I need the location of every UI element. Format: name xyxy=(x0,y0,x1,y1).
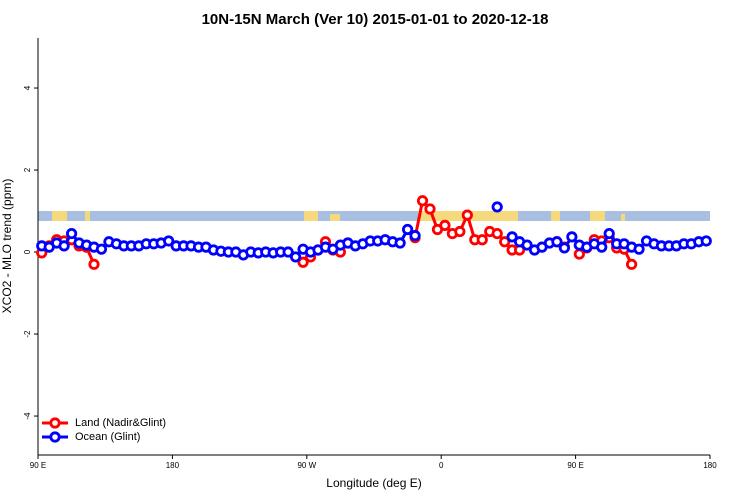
land-patch xyxy=(330,214,340,221)
data-point xyxy=(491,201,503,213)
data-point xyxy=(88,258,100,270)
ocean-strip xyxy=(38,211,710,221)
data-point xyxy=(476,234,488,246)
x-tick-label: 180 xyxy=(166,461,180,470)
land-patch xyxy=(621,214,625,221)
data-point xyxy=(409,230,421,242)
data-point xyxy=(596,241,608,253)
data-point xyxy=(506,231,518,243)
land-patch xyxy=(551,211,560,221)
x-tick-label: 90 E xyxy=(30,461,46,470)
legend-label: Ocean (Glint) xyxy=(75,431,140,443)
data-point xyxy=(558,242,571,254)
data-point xyxy=(461,209,473,221)
x-tick-label: 90 W xyxy=(297,461,316,470)
land-patch xyxy=(304,211,318,221)
y-axis-label: XCO2 - MLO trend (ppm) xyxy=(0,179,14,314)
legend: Land (Nadir&Glint) Ocean (Glint) xyxy=(42,417,166,443)
data-point xyxy=(454,225,466,238)
y-tick-label: 0 xyxy=(23,249,32,254)
data-point xyxy=(551,236,563,248)
x-tick-label: 0 xyxy=(439,461,444,470)
data-point xyxy=(289,251,302,263)
legend-label: Land (Nadir&Glint) xyxy=(75,417,166,429)
data-point xyxy=(163,235,175,247)
data-point xyxy=(95,243,108,255)
x-axis-label: Longitude (deg E) xyxy=(326,476,421,490)
land-patch xyxy=(590,211,605,221)
data-point xyxy=(58,240,70,252)
y-tick-label: -4 xyxy=(23,412,32,420)
data-point xyxy=(297,256,309,268)
data-point xyxy=(499,236,511,248)
x-tick-label: 180 xyxy=(703,461,717,470)
legend-marker xyxy=(49,417,61,429)
data-point xyxy=(700,235,712,247)
data-point xyxy=(401,223,414,236)
land-patch xyxy=(85,211,90,221)
data-point xyxy=(66,227,78,240)
chart-title: 10N-15N March (Ver 10) 2015-01-01 to 202… xyxy=(202,11,549,28)
data-point xyxy=(416,195,429,207)
y-tick-label: -2 xyxy=(23,330,32,338)
x-tick-label: 90 E xyxy=(567,461,583,470)
y-tick-label: 4 xyxy=(23,85,32,90)
data-point xyxy=(491,227,503,240)
data-point xyxy=(603,227,615,240)
data-point xyxy=(521,239,533,251)
data-point xyxy=(424,203,436,215)
data-point xyxy=(439,219,451,231)
data-point xyxy=(282,246,294,258)
legend-marker xyxy=(49,431,61,443)
data-point xyxy=(394,237,406,249)
y-tick-label: 2 xyxy=(23,167,32,172)
data-point xyxy=(633,243,645,255)
data-point xyxy=(625,258,638,270)
data-point xyxy=(566,231,578,243)
land-patch xyxy=(52,211,67,221)
land-strip xyxy=(38,211,710,221)
